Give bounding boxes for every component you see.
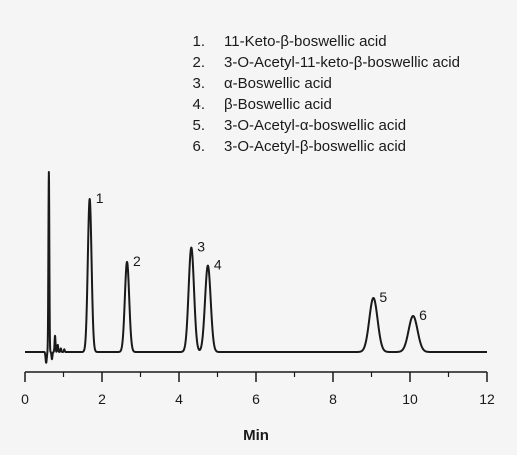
x-tick-label: 4 [175, 391, 183, 407]
x-tick-label: 12 [479, 391, 495, 407]
legend-number: 6. [192, 138, 205, 155]
legend-entry: 11-Keto-β-boswellic acid [224, 33, 387, 50]
chromatogram-trace [24, 171, 488, 364]
x-tick-label: 6 [252, 391, 260, 407]
legend-number: 5. [192, 117, 205, 134]
legend-entry: 3-O-Acetyl-11-keto-β-boswellic acid [224, 54, 460, 71]
peak-label-5: 5 [379, 289, 387, 305]
legend-entry: 3-O-Acetyl-α-boswellic acid [224, 117, 406, 134]
legend-number: 4. [192, 96, 205, 113]
x-tick-label: 10 [402, 391, 418, 407]
legend: 1. 11-Keto-β-boswellic acid 2. 3-O-Acetyl-1… [192, 33, 459, 155]
peak-label-2: 2 [133, 253, 141, 269]
peak-labels: 1 2 34 5 6 [96, 190, 427, 323]
legend-number: 3. [192, 75, 205, 92]
legend-entry: β-Boswellic acid [224, 96, 332, 113]
x-axis-ticks: 0 2 4 6 8 10 12 [21, 372, 495, 407]
x-tick-label: 8 [329, 391, 337, 407]
legend-number: 2. [192, 54, 205, 71]
x-axis-title: Min [243, 427, 269, 444]
legend-entry: 3-O-Acetyl-β-boswellic acid [224, 138, 406, 155]
legend-entry: α-Boswellic acid [224, 75, 332, 92]
peak-label-3: 3 [197, 239, 205, 255]
peak-label-6: 6 [419, 307, 427, 323]
peak-label-1: 1 [96, 190, 104, 206]
legend-number: 1. [192, 33, 205, 50]
x-tick-label: 0 [21, 391, 29, 407]
x-tick-label: 2 [98, 391, 106, 407]
peak-label-4: 4 [214, 257, 222, 273]
